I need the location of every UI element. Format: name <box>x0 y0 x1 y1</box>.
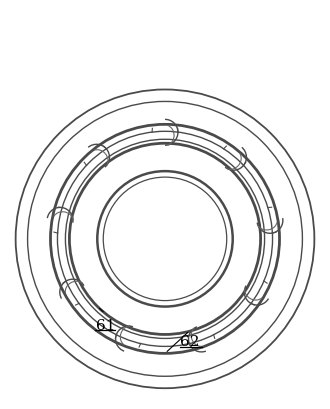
Text: 61: 61 <box>95 318 115 332</box>
Text: 62: 62 <box>180 335 200 348</box>
